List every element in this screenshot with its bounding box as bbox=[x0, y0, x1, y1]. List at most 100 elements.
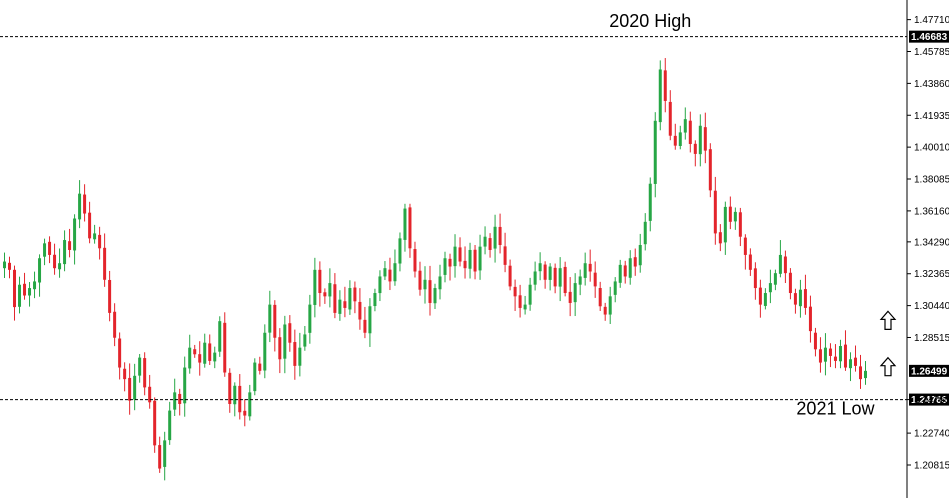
candle-body bbox=[618, 264, 622, 283]
candle-body bbox=[368, 306, 372, 334]
candle-body bbox=[683, 119, 687, 133]
candle-body bbox=[583, 263, 587, 278]
candle-body bbox=[183, 367, 187, 404]
candle bbox=[78, 180, 82, 229]
candle-body bbox=[98, 234, 102, 249]
candle bbox=[3, 252, 7, 278]
candle-body bbox=[488, 238, 492, 250]
candle bbox=[703, 112, 707, 164]
candle-body bbox=[733, 211, 737, 222]
candle-body bbox=[748, 254, 752, 270]
candle-body bbox=[453, 246, 457, 267]
candle bbox=[663, 58, 667, 113]
candle-body bbox=[458, 247, 462, 262]
candle-body bbox=[833, 356, 837, 361]
candle bbox=[183, 356, 187, 417]
up-arrow-icon bbox=[879, 310, 897, 330]
candle bbox=[513, 279, 517, 311]
tick-label: 1.47710 bbox=[914, 15, 949, 26]
candle bbox=[153, 397, 157, 453]
candle-body bbox=[558, 268, 562, 287]
candle bbox=[103, 233, 107, 287]
candle bbox=[233, 382, 237, 417]
level-lines-group: 1.46683 1.26499 1.24765 bbox=[0, 30, 949, 406]
candle bbox=[168, 401, 172, 445]
candle bbox=[468, 242, 472, 279]
candle-body bbox=[148, 386, 152, 403]
candle bbox=[483, 226, 487, 255]
level-label-bg bbox=[909, 393, 949, 406]
candle bbox=[163, 431, 167, 481]
candle bbox=[393, 249, 397, 286]
candle bbox=[28, 282, 32, 307]
candle bbox=[728, 196, 732, 230]
candle-body bbox=[243, 410, 247, 416]
candle bbox=[143, 352, 147, 396]
candle bbox=[13, 265, 17, 321]
candle-body bbox=[338, 299, 342, 314]
candle bbox=[668, 90, 672, 141]
level-label-bg bbox=[909, 364, 949, 377]
candle-body bbox=[58, 263, 62, 270]
candle bbox=[548, 263, 552, 291]
candle bbox=[378, 270, 382, 302]
candle-body bbox=[843, 344, 847, 368]
candle-body bbox=[693, 143, 697, 154]
candle bbox=[738, 207, 742, 247]
candle bbox=[133, 363, 137, 411]
candle-body bbox=[233, 385, 237, 405]
candle-body bbox=[203, 342, 207, 364]
price-axis: 1.47710 1.45785 1.43860 1.41935 1.40010 1.380… bbox=[907, 15, 949, 471]
candle bbox=[458, 237, 462, 267]
tick-label: 1.20815 bbox=[914, 460, 949, 471]
candle-body bbox=[428, 280, 432, 303]
candle bbox=[328, 268, 332, 308]
candle-body bbox=[108, 279, 112, 313]
candle bbox=[123, 362, 127, 392]
tick-label: 1.30440 bbox=[914, 301, 949, 312]
candle-body bbox=[78, 193, 82, 220]
candle-body bbox=[168, 410, 172, 441]
candle bbox=[593, 261, 597, 298]
candle bbox=[608, 286, 612, 324]
candle-body bbox=[668, 101, 672, 136]
candle bbox=[443, 251, 447, 283]
candle bbox=[158, 436, 162, 473]
candle bbox=[88, 201, 92, 244]
candle bbox=[573, 273, 577, 317]
candle bbox=[318, 261, 322, 307]
candle-body bbox=[443, 258, 447, 275]
candle-body bbox=[3, 261, 7, 269]
candle bbox=[808, 295, 812, 343]
candle-body bbox=[758, 287, 762, 305]
candle-body bbox=[223, 322, 227, 373]
candle-body bbox=[818, 349, 822, 363]
candle-body bbox=[848, 359, 852, 369]
candle bbox=[833, 344, 837, 369]
candle bbox=[848, 352, 852, 382]
candle bbox=[588, 249, 592, 282]
candle-body bbox=[768, 283, 772, 293]
candle bbox=[93, 224, 97, 244]
candle bbox=[203, 333, 207, 368]
candle-body bbox=[588, 263, 592, 272]
candle-body bbox=[468, 249, 472, 269]
candle-body bbox=[698, 125, 702, 155]
candle bbox=[478, 234, 482, 280]
candle-body bbox=[523, 304, 527, 310]
candle bbox=[403, 203, 407, 252]
candle-body bbox=[103, 247, 107, 280]
candle bbox=[188, 334, 192, 374]
candle bbox=[718, 224, 722, 252]
candle-body bbox=[253, 362, 257, 392]
candle-body bbox=[328, 283, 332, 297]
candle-body bbox=[643, 221, 647, 245]
candle-body bbox=[708, 149, 712, 191]
candle bbox=[238, 374, 242, 420]
candle bbox=[463, 246, 467, 279]
candle-body bbox=[783, 256, 787, 274]
candle-body bbox=[433, 288, 437, 304]
candle bbox=[348, 280, 352, 315]
candle-body bbox=[73, 218, 77, 251]
candle-body bbox=[158, 445, 162, 469]
